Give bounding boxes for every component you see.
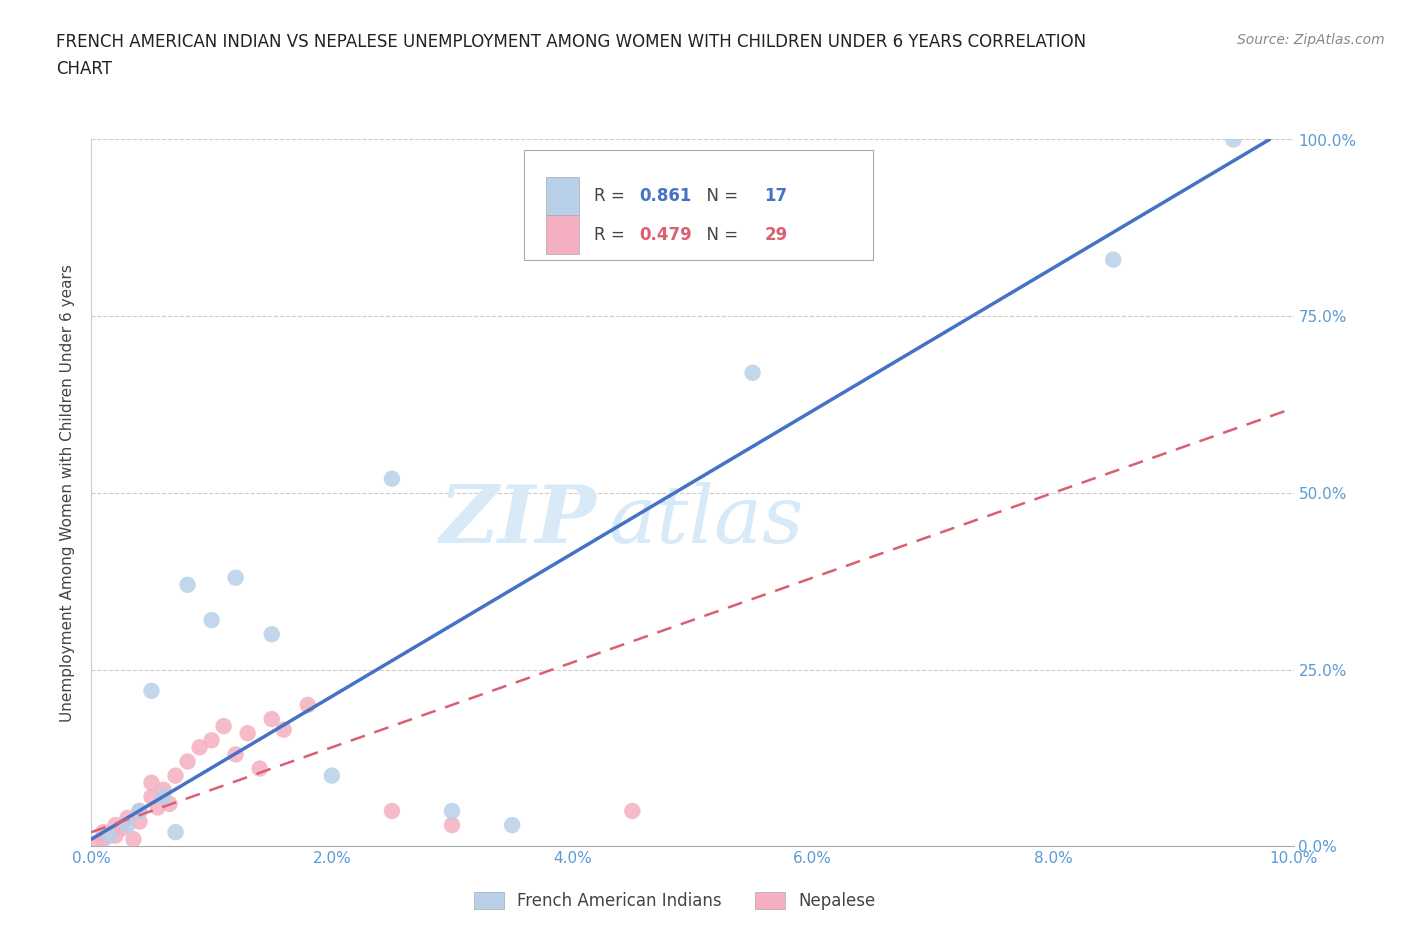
Point [225, 747, 247, 762]
Point [260, 627, 283, 642]
Text: ZIP: ZIP [440, 483, 596, 560]
Point [117, 811, 139, 826]
Text: R =: R = [593, 226, 630, 244]
Point [141, 790, 163, 804]
Point [141, 684, 163, 698]
Point [1222, 132, 1244, 147]
Point [117, 817, 139, 832]
Point [86, 835, 108, 850]
Point [441, 804, 464, 818]
Point [128, 804, 150, 818]
Text: N =: N = [696, 187, 744, 205]
Point [321, 768, 343, 783]
Point [152, 782, 174, 797]
Point [212, 719, 235, 734]
FancyBboxPatch shape [546, 177, 579, 216]
Text: FRENCH AMERICAN INDIAN VS NEPALESE UNEMPLOYMENT AMONG WOMEN WITH CHILDREN UNDER : FRENCH AMERICAN INDIAN VS NEPALESE UNEMP… [56, 33, 1087, 50]
Point [501, 817, 523, 832]
Text: CHART: CHART [56, 60, 112, 78]
Point [165, 825, 187, 840]
Point [159, 796, 181, 811]
Point [110, 821, 132, 836]
Text: 0.479: 0.479 [640, 226, 692, 244]
FancyBboxPatch shape [546, 216, 579, 255]
Point [201, 613, 224, 628]
Point [297, 698, 319, 712]
Point [98, 829, 121, 844]
Point [249, 761, 271, 776]
Point [201, 733, 224, 748]
Point [128, 804, 150, 818]
Text: 17: 17 [765, 187, 787, 205]
Text: 29: 29 [765, 226, 787, 244]
Point [93, 825, 115, 840]
Text: R =: R = [593, 187, 630, 205]
Point [381, 804, 404, 818]
Y-axis label: Unemployment Among Women with Children Under 6 years: Unemployment Among Women with Children U… [60, 264, 76, 722]
Point [93, 831, 115, 846]
Point [441, 817, 464, 832]
Point [165, 768, 187, 783]
Point [381, 472, 404, 486]
Text: 0.861: 0.861 [640, 187, 692, 205]
Point [741, 365, 763, 380]
Point [128, 814, 150, 829]
Point [225, 570, 247, 585]
Point [273, 723, 295, 737]
Point [260, 711, 283, 726]
Text: atlas: atlas [609, 483, 804, 560]
Point [1102, 252, 1125, 267]
Point [176, 578, 198, 592]
Point [122, 831, 145, 846]
Point [152, 790, 174, 804]
Text: N =: N = [696, 226, 744, 244]
Point [188, 740, 211, 755]
Point [104, 817, 127, 832]
Point [104, 829, 127, 844]
Point [236, 725, 259, 740]
Text: Source: ZipAtlas.com: Source: ZipAtlas.com [1237, 33, 1385, 46]
Point [141, 776, 163, 790]
Point [621, 804, 644, 818]
FancyBboxPatch shape [524, 150, 873, 259]
Point [176, 754, 198, 769]
Legend: French American Indians, Nepalese: French American Indians, Nepalese [467, 885, 883, 917]
Point [146, 800, 169, 815]
